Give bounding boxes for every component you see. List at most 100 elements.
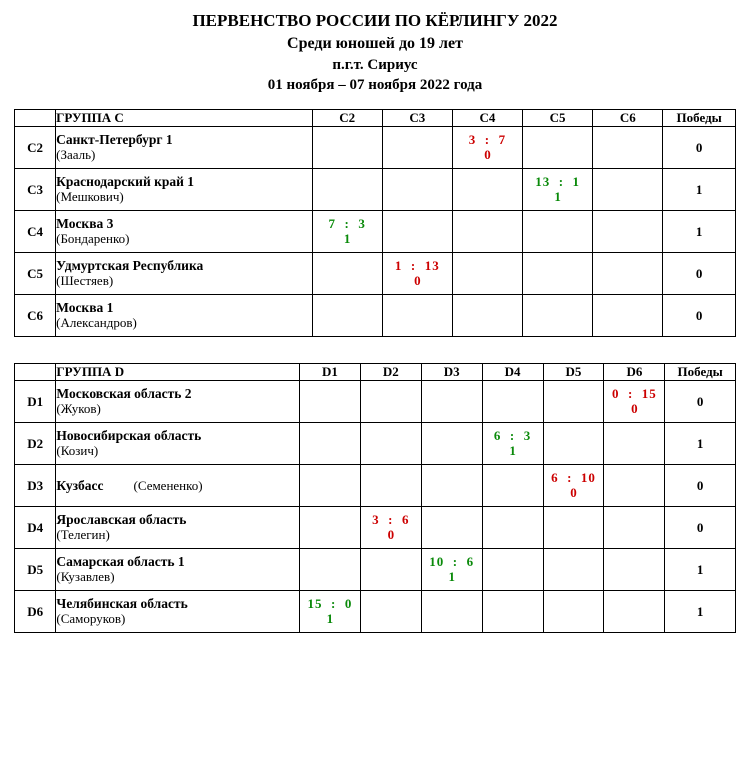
- col-head: C3: [382, 110, 452, 127]
- empty-cell: [543, 507, 604, 549]
- points: 0: [361, 528, 421, 542]
- wins-cell: 0: [665, 465, 736, 507]
- wins-cell: 1: [665, 591, 736, 633]
- diagonal-cell: [299, 381, 360, 423]
- title-line-3: п.г.т. Сириус: [14, 55, 736, 75]
- empty-cell: [543, 381, 604, 423]
- table-row: D6Челябинская область(Саморуков)15 : 011: [15, 591, 736, 633]
- row-code: D6: [15, 591, 56, 633]
- col-head: D6: [604, 364, 665, 381]
- team-name: Новосибирская область: [56, 428, 299, 444]
- empty-cell: [360, 549, 421, 591]
- team-cell: Санкт-Петербург 1(Зааль): [56, 127, 312, 169]
- score: 0 : 15: [612, 386, 657, 401]
- team-coach: (Саморуков): [56, 612, 299, 627]
- team-name: Кузбасс: [56, 478, 103, 493]
- team-cell: Московская область 2(Жуков): [56, 381, 300, 423]
- col-head: D1: [299, 364, 360, 381]
- result-cell: 0 : 150: [604, 381, 665, 423]
- empty-cell: [604, 507, 665, 549]
- col-head: C4: [452, 110, 522, 127]
- points: 1: [313, 232, 382, 246]
- col-head: D4: [482, 364, 543, 381]
- team-coach: (Александров): [56, 316, 311, 331]
- team-name: Москва 1: [56, 300, 311, 316]
- table-row: C4Москва 3(Бондаренко)7 : 311: [15, 211, 736, 253]
- team-cell: Удмуртская Республика(Шестяев): [56, 253, 312, 295]
- empty-cell: [421, 507, 482, 549]
- score: 7 : 3: [328, 216, 365, 231]
- diagonal-cell: [312, 127, 382, 169]
- table-row: D3Кузбасс(Семененко)6 : 1000: [15, 465, 736, 507]
- team-name: Ярославская область: [56, 512, 299, 528]
- col-head: C5: [523, 110, 593, 127]
- row-code: C6: [15, 295, 56, 337]
- empty-cell: [593, 169, 663, 211]
- table-row: C3Краснодарский край 1(Мешкович)13 : 111: [15, 169, 736, 211]
- empty-cell: [360, 591, 421, 633]
- result-cell: 6 : 100: [543, 465, 604, 507]
- wins-cell: 1: [665, 549, 736, 591]
- team-cell: Самарская область 1(Кузавлев): [56, 549, 300, 591]
- points: 1: [300, 612, 360, 626]
- diagonal-cell: [543, 549, 604, 591]
- row-code: C2: [15, 127, 56, 169]
- score: 10 : 6: [429, 554, 474, 569]
- points: 1: [483, 444, 543, 458]
- result-cell: 3 : 60: [360, 507, 421, 549]
- empty-cell: [452, 253, 522, 295]
- diagonal-cell: [382, 169, 452, 211]
- row-code: D5: [15, 549, 56, 591]
- empty-cell: [523, 211, 593, 253]
- result-cell: 6 : 31: [482, 423, 543, 465]
- empty-cell: [382, 127, 452, 169]
- empty-cell: [593, 253, 663, 295]
- score: 15 : 0: [308, 596, 353, 611]
- empty-cell: [382, 211, 452, 253]
- wins-cell: 0: [665, 507, 736, 549]
- wins-cell: 0: [663, 253, 736, 295]
- title-line-1: ПЕРВЕНСТВО РОССИИ ПО КЁРЛИНГУ 2022: [14, 10, 736, 33]
- row-code: C5: [15, 253, 56, 295]
- empty-cell: [299, 549, 360, 591]
- team-coach: (Бондаренко): [56, 232, 311, 247]
- team-cell: Челябинская область(Саморуков): [56, 591, 300, 633]
- team-name: Московская область 2: [56, 386, 299, 402]
- points: 0: [604, 402, 664, 416]
- result-cell: 1 : 130: [382, 253, 452, 295]
- table-row: D2Новосибирская область(Козич)6 : 311: [15, 423, 736, 465]
- col-head: C6: [593, 110, 663, 127]
- team-coach: (Жуков): [56, 402, 299, 417]
- team-cell: Новосибирская область(Козич): [56, 423, 300, 465]
- diagonal-cell: [523, 253, 593, 295]
- empty-cell: [421, 423, 482, 465]
- page-header: ПЕРВЕНСТВО РОССИИ ПО КЁРЛИНГУ 2022 Среди…: [14, 10, 736, 95]
- team-coach: (Шестяев): [56, 274, 311, 289]
- score: 1 : 13: [395, 258, 440, 273]
- empty-cell: [593, 127, 663, 169]
- result-cell: 13 : 11: [523, 169, 593, 211]
- empty-cell: [604, 465, 665, 507]
- wins-cell: 1: [665, 423, 736, 465]
- score: 13 : 1: [535, 174, 580, 189]
- team-coach: (Мешкович): [56, 190, 311, 205]
- points: 0: [453, 148, 522, 162]
- wins-cell: 0: [665, 381, 736, 423]
- team-cell: Кузбасс(Семененко): [56, 465, 300, 507]
- team-name: Москва 3: [56, 216, 311, 232]
- team-cell: Москва 3(Бондаренко): [56, 211, 312, 253]
- wins-cell: 1: [663, 169, 736, 211]
- title-line-2: Среди юношей до 19 лет: [14, 33, 736, 55]
- empty-cell: [543, 591, 604, 633]
- row-code: C4: [15, 211, 56, 253]
- diagonal-cell: [452, 211, 522, 253]
- score: 6 : 10: [551, 470, 596, 485]
- empty-cell: [593, 211, 663, 253]
- wins-cell: 1: [663, 211, 736, 253]
- wins-head: Победы: [665, 364, 736, 381]
- points: 0: [544, 486, 604, 500]
- empty-cell: [360, 465, 421, 507]
- score: 6 : 3: [494, 428, 531, 443]
- result-cell: 3 : 70: [452, 127, 522, 169]
- team-cell: Ярославская область(Телегин): [56, 507, 300, 549]
